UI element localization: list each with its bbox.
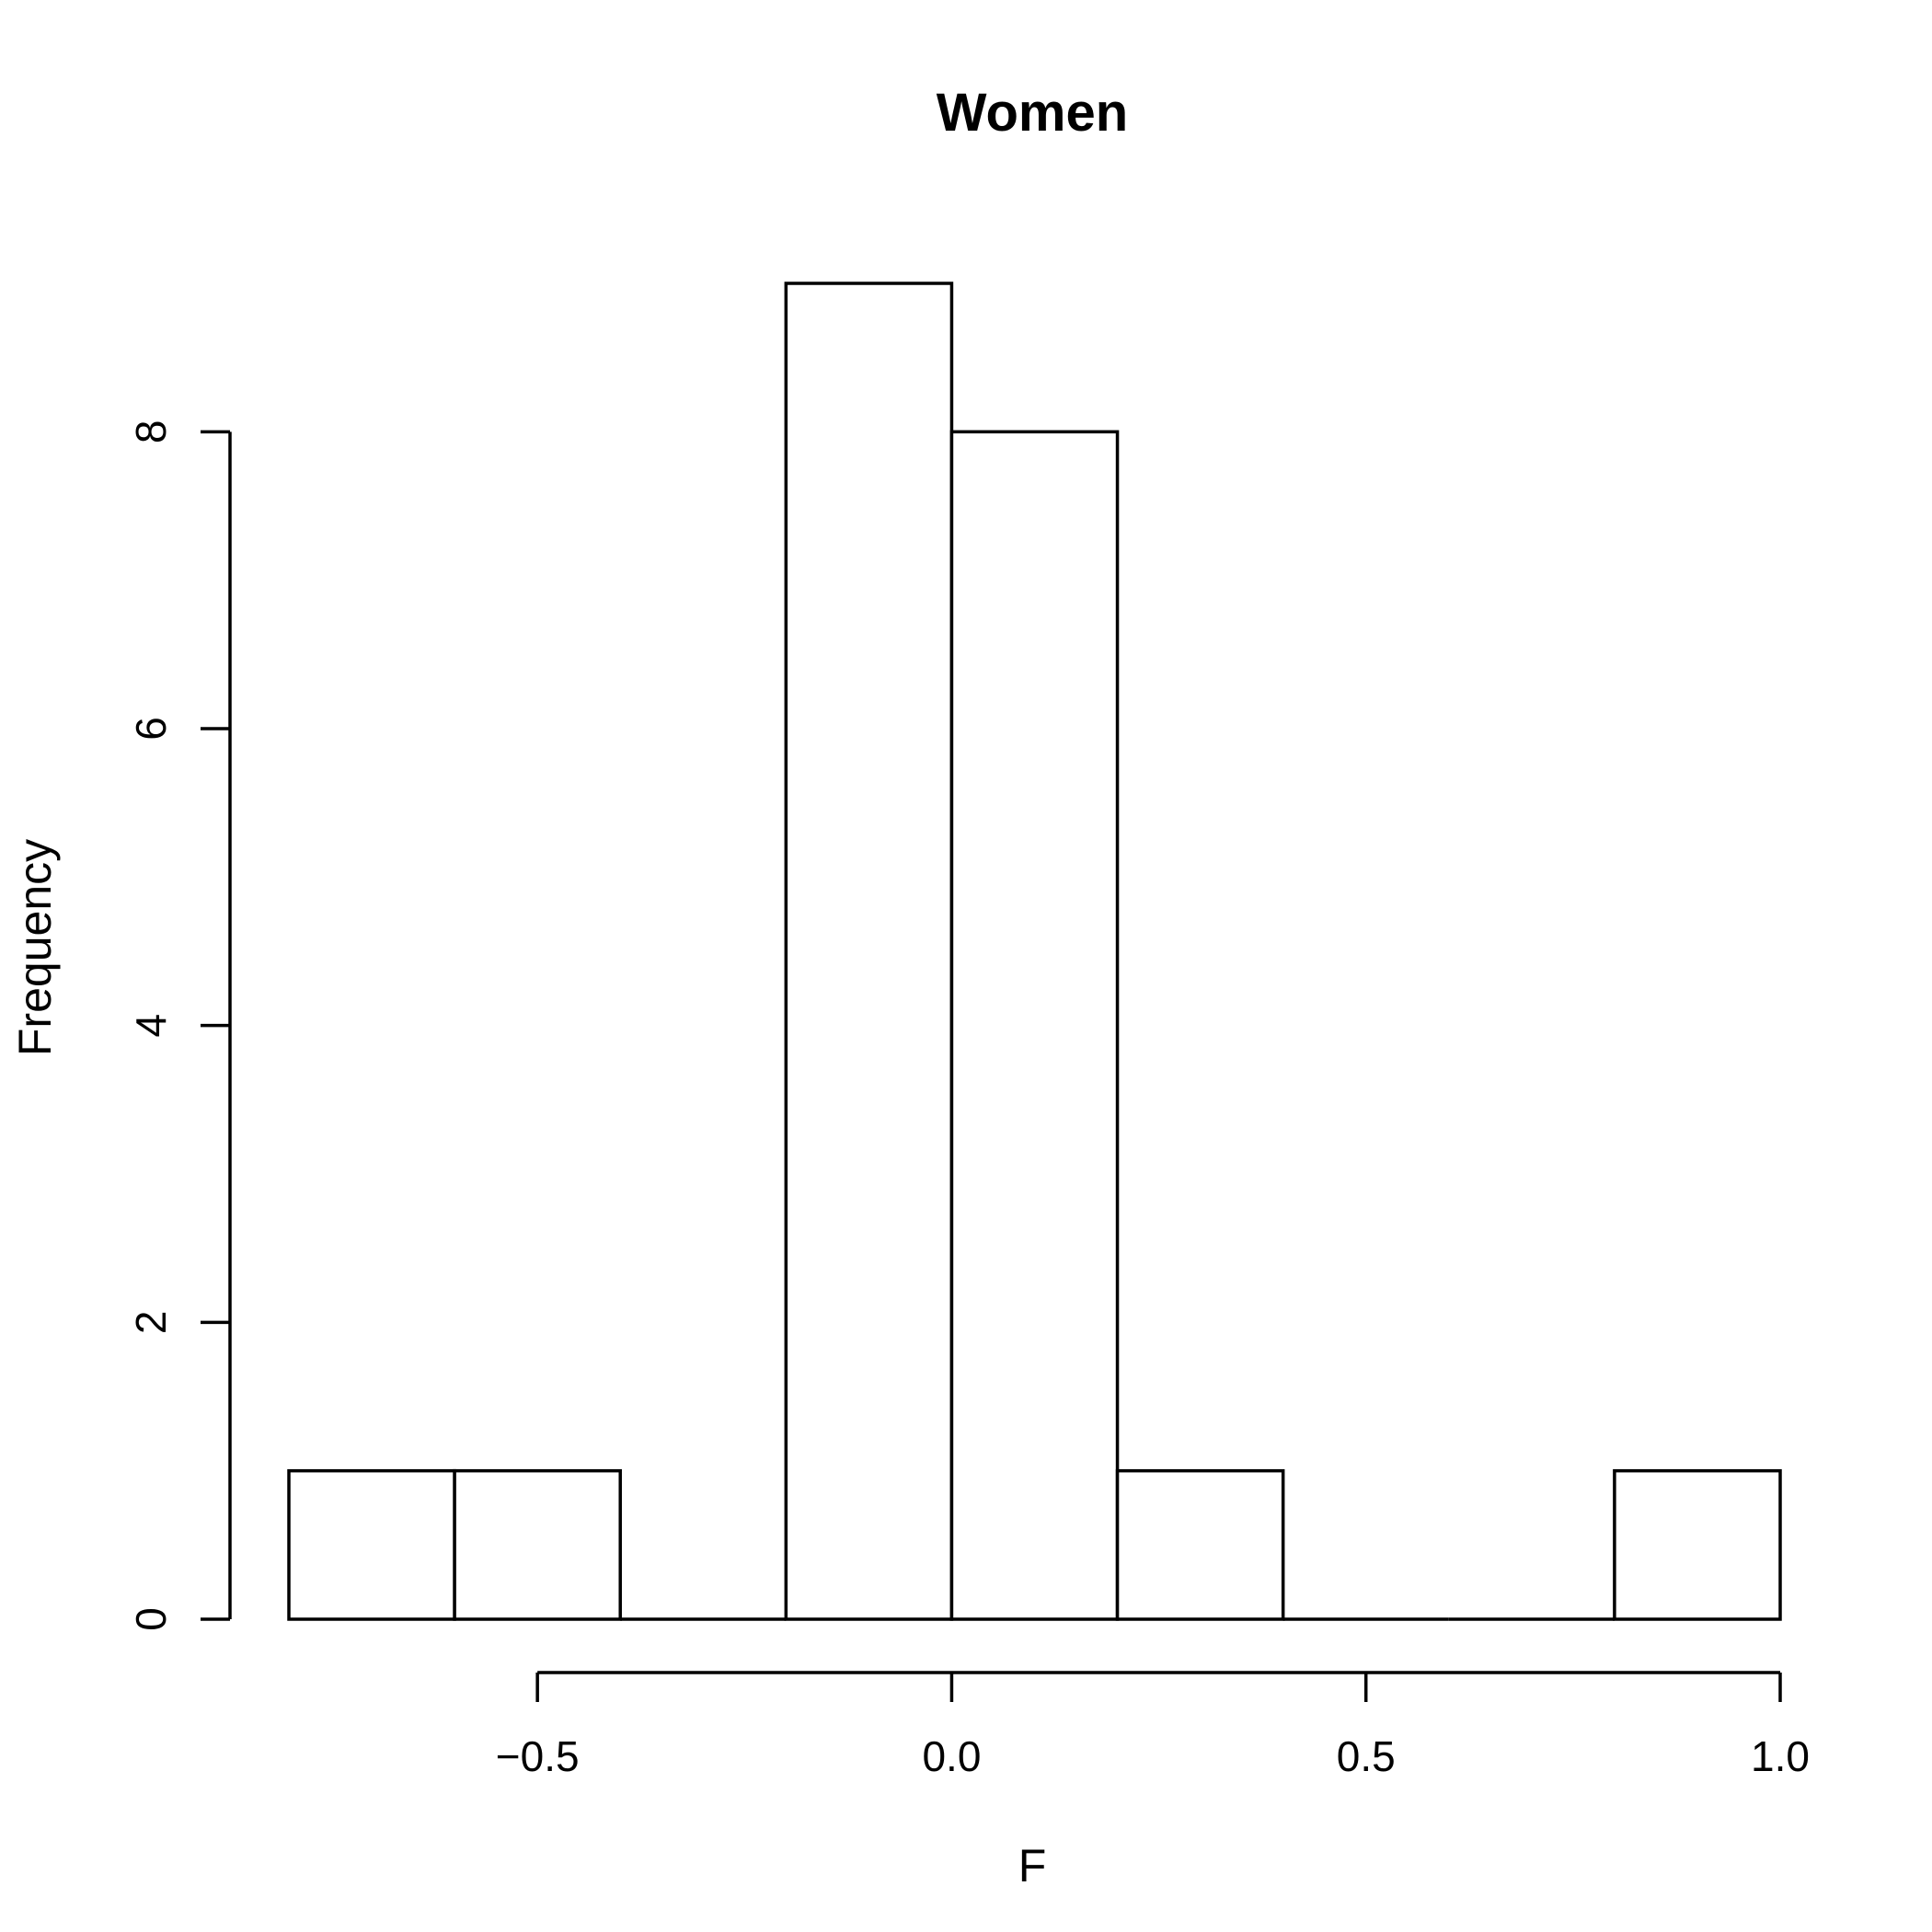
chart-title: Women <box>937 83 1128 143</box>
y-tick-label: 8 <box>127 420 175 444</box>
histogram-bar <box>287 1468 456 1621</box>
y-tick-label: 2 <box>127 1311 175 1335</box>
y-tick-label: 4 <box>127 1014 175 1038</box>
histogram-bar <box>949 430 1120 1621</box>
y-tick-label: 0 <box>127 1607 175 1631</box>
histogram-bar <box>453 1468 622 1621</box>
x-tick-label: 1.0 <box>1751 1732 1810 1780</box>
y-axis-ticks: 0 2 4 6 8 <box>127 420 230 1631</box>
histogram-bar <box>784 282 954 1621</box>
x-tick-label: 0.0 <box>922 1732 981 1780</box>
x-tick-label: 0.5 <box>1337 1732 1396 1780</box>
x-axis-label: F <box>1018 1840 1047 1892</box>
x-axis-ticks: −0.5 0.0 0.5 1.0 <box>496 1673 1810 1780</box>
x-tick-label: −0.5 <box>496 1732 580 1780</box>
histogram-bar <box>1613 1468 1782 1621</box>
histogram-bars <box>287 282 1782 1621</box>
y-tick-label: 6 <box>127 717 175 741</box>
histogram-bar <box>1115 1468 1285 1621</box>
y-axis-label: Frequency <box>9 839 61 1056</box>
